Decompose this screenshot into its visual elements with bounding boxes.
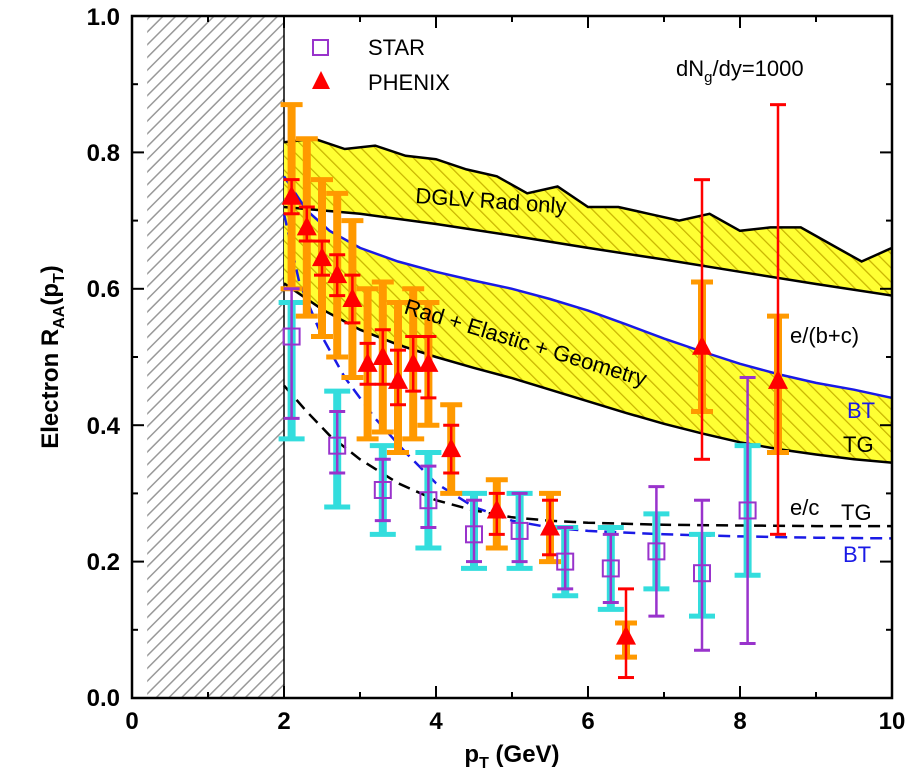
star-statistical-bar xyxy=(694,498,710,652)
e-bc-label: e/(b+c) xyxy=(790,323,859,348)
bt-lower-label: BT xyxy=(843,542,871,567)
dglv-band-upper-line xyxy=(283,137,892,263)
star-statistical-bar xyxy=(511,491,528,564)
phenix-point xyxy=(403,352,424,372)
y-tick-label: 0.6 xyxy=(87,276,120,303)
star-statistical-bar xyxy=(602,532,619,605)
phenix-point xyxy=(486,499,507,519)
phenix-point xyxy=(372,346,393,365)
excluded-region-hatch xyxy=(147,16,284,698)
rad-elastic-geometry-band xyxy=(284,176,892,463)
star-point xyxy=(693,564,711,583)
y-tick-label: 0.0 xyxy=(87,685,120,712)
e-c-bt-curve xyxy=(282,213,892,540)
y-tick-label: 0.2 xyxy=(87,549,120,576)
star-point xyxy=(738,501,757,520)
dglv-rad-only-band xyxy=(284,138,892,296)
gluon-density-label: dNg/dy=1000 xyxy=(676,56,804,86)
bt-upper-label: BT xyxy=(847,398,875,423)
phenix-point xyxy=(692,335,712,355)
legend-star-marker xyxy=(312,39,329,56)
star-statistical-bar xyxy=(739,375,756,645)
star-point xyxy=(282,327,301,346)
star-point xyxy=(373,480,392,499)
phenix-point xyxy=(296,216,317,236)
phenix-point xyxy=(281,185,302,205)
legend: STAR PHENIX xyxy=(312,35,450,95)
legend-phenix-marker xyxy=(312,71,330,89)
star-statistical-bar xyxy=(329,410,346,475)
x-tick-label: 6 xyxy=(581,708,594,735)
legend-star-label: STAR xyxy=(368,35,425,60)
phenix-point xyxy=(312,247,332,267)
y-tick-label: 0.8 xyxy=(87,140,120,167)
star-point xyxy=(556,552,575,571)
y-tick-label: 0.4 xyxy=(87,413,121,440)
statistical-error-bars xyxy=(283,103,786,680)
x-tick-label: 8 xyxy=(733,708,746,735)
x-tick-label: 2 xyxy=(277,708,290,735)
x-tick-label: 10 xyxy=(879,708,906,735)
phenix-point xyxy=(768,369,788,389)
star-statistical-bar xyxy=(648,485,665,618)
star-point xyxy=(601,559,620,578)
star-statistical-bar xyxy=(557,526,574,591)
phenix-point xyxy=(441,438,462,458)
y-axis-title: Electron RAA(pT) xyxy=(37,265,68,449)
data-markers xyxy=(281,185,788,645)
phenix-point xyxy=(357,352,378,372)
y-tick-labels: 0.0 0.2 0.4 0.6 0.8 1.0 xyxy=(87,4,121,712)
phenix-point xyxy=(327,264,348,284)
e-c-label: e/c xyxy=(790,495,819,520)
star-statistical-bar xyxy=(283,287,300,420)
star-statistical-bar xyxy=(374,457,391,523)
x-tick-label: 4 xyxy=(429,708,443,735)
axis-ticks xyxy=(131,15,893,699)
star-point xyxy=(328,436,347,455)
star-statistical-bar xyxy=(466,498,482,564)
phenix-statistical-bar xyxy=(770,103,786,536)
tg-lower-label: TG xyxy=(841,500,872,525)
x-tick-label: 0 xyxy=(125,708,138,735)
phenix-point xyxy=(388,369,408,389)
legend-phenix-label: PHENIX xyxy=(368,70,450,95)
y-tick-label: 1.0 xyxy=(87,4,120,31)
phenix-point xyxy=(342,288,363,308)
tg-upper-label: TG xyxy=(843,432,874,457)
phenix-statistical-bar xyxy=(694,178,710,461)
star-statistical-bar xyxy=(420,464,437,529)
star-point xyxy=(510,521,529,540)
star-point xyxy=(419,491,438,510)
phenix-point xyxy=(418,352,439,372)
phenix-point xyxy=(616,625,636,645)
star-point xyxy=(647,542,666,561)
x-tick-labels: 0 2 4 6 8 10 xyxy=(125,708,905,735)
dglv-band-lower-line xyxy=(283,205,892,297)
x-axis-title: pT (GeV) xyxy=(464,741,559,772)
star-point xyxy=(465,525,483,544)
phenix-point xyxy=(540,516,560,536)
